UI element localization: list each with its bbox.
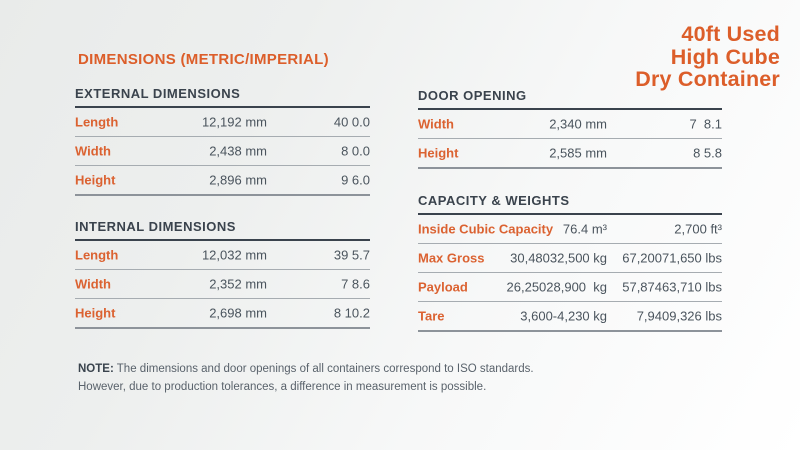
internal-dimensions-table: INTERNAL DIMENSIONS Length 12,032 mm 39 … [75,219,370,329]
internal-dimensions-header: INTERNAL DIMENSIONS [75,219,370,241]
table-row: Height 2,698 mm 8 10.2 [75,299,370,329]
product-title: 40ft Used High Cube Dry Container [635,23,780,91]
note-line-1: NOTE: The dimensions and door openings o… [78,361,534,379]
imperial-value: 2,700 ft³ [674,221,722,237]
note-block: NOTE: The dimensions and door openings o… [78,361,534,396]
imperial-value: 8 5.8 [693,145,722,161]
row-label: Inside Cubic Capacity [418,221,554,237]
imperial-value: 67,20071,650 lbs [622,250,722,266]
row-label: Length [75,247,119,263]
imperial-value: 7 8.1 [689,116,722,132]
metric-value: 2,698 mm [209,305,267,321]
row-label: Length [75,114,119,130]
door-opening-table: DOOR OPENING Width 2,340 mm 7 8.1 Height… [418,88,722,169]
imperial-value: 8 10.2 [333,305,370,321]
metric-value: 2,352 mm [209,276,267,292]
row-label: Payload [418,279,468,295]
imperial-value: 7 8.6 [341,276,370,292]
metric-value: 26,25028,900 kg [506,279,607,295]
note-label: NOTE: [78,363,114,375]
row-label: Width [75,143,111,159]
metric-value: 12,032 mm [201,247,267,263]
row-label: Height [75,305,116,321]
imperial-value: 39 5.7 [333,247,370,263]
imperial-value: 8 0.0 [341,143,370,159]
capacity-weights-table: CAPACITY & WEIGHTS Inside Cubic Capacity… [418,193,722,332]
metric-value: 12,192 mm [201,114,267,130]
metric-value: 3,600-4,230 kg [520,308,607,324]
note-text-1: The dimensions and door openings of all … [116,363,534,375]
table-row: Inside Cubic Capacity 76.4 m³ 2,700 ft³ [418,215,722,244]
metric-value: 2,896 mm [209,172,267,188]
imperial-value: 7,9409,326 lbs [636,308,722,324]
row-label: Height [418,145,459,161]
table-row: Payload 26,25028,900 kg 57,87463,710 lbs [418,273,722,302]
metric-value: 2,340 mm [549,116,607,132]
door-opening-header: DOOR OPENING [418,88,722,110]
product-title-line-3: Dry Container [635,67,780,91]
table-row: Length 12,192 mm 40 0.0 [75,108,370,137]
note-line-2: However, due to production tolerances, a… [78,379,534,397]
metric-value: 2,438 mm [209,143,267,159]
table-row: Height 2,896 mm 9 6.0 [75,166,370,196]
imperial-value: 40 0.0 [333,114,370,130]
table-row: Height 2,585 mm 8 5.8 [418,139,722,169]
note-text-2: However, due to production tolerances, a… [78,380,487,393]
product-title-line-1: 40ft Used [681,22,780,46]
row-label: Max Gross [418,250,485,266]
imperial-value: 9 6.0 [341,172,370,188]
page-title: DIMENSIONS (METRIC/IMPERIAL) [78,51,329,68]
metric-value: 2,585 mm [549,145,607,161]
external-dimensions-table: EXTERNAL DIMENSIONS Length 12,192 mm 40 … [75,86,370,196]
row-label: Width [75,276,111,292]
row-label: Height [75,172,116,188]
metric-value: 76.4 m³ [562,221,607,237]
capacity-weights-header: CAPACITY & WEIGHTS [418,193,722,215]
table-row: Width 2,340 mm 7 8.1 [418,110,722,139]
table-row: Length 12,032 mm 39 5.7 [75,241,370,270]
external-dimensions-header: EXTERNAL DIMENSIONS [75,86,370,108]
row-label: Tare [418,308,445,324]
metric-value: 30,48032,500 kg [510,250,607,266]
product-title-line-2: High Cube [670,44,780,69]
table-row: Width 2,352 mm 7 8.6 [75,270,370,299]
table-row: Width 2,438 mm 8 0.0 [75,137,370,166]
table-row: Max Gross 30,48032,500 kg 67,20071,650 l… [418,244,722,273]
row-label: Width [418,116,454,132]
imperial-value: 57,87463,710 lbs [622,279,722,295]
table-row: Tare 3,600-4,230 kg 7,9409,326 lbs [418,302,722,332]
